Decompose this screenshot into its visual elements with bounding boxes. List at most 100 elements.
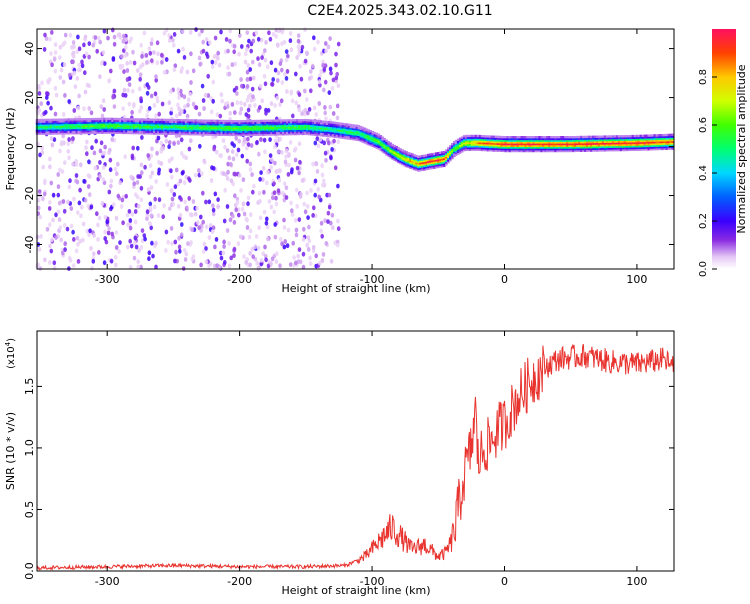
noise-speckle	[236, 147, 241, 153]
ridge-cell	[566, 144, 569, 147]
ridge-cell	[588, 147, 591, 151]
noise-speckle	[281, 27, 285, 33]
ridge-cell	[395, 149, 398, 152]
noise-speckle	[57, 217, 62, 223]
ridge-cell	[633, 146, 637, 150]
noise-speckle	[265, 180, 269, 186]
noise-speckle	[45, 91, 49, 96]
ridge-cell	[252, 130, 255, 133]
ridge-cell	[67, 123, 71, 126]
noise-speckle	[248, 103, 252, 109]
ridge-cell	[240, 132, 243, 135]
ridge-cell	[236, 133, 239, 137]
noise-speckle	[278, 236, 283, 242]
y-tick-label: 40	[23, 42, 36, 56]
noise-speckle	[286, 227, 291, 233]
ridge-cell	[200, 131, 204, 134]
noise-speckle	[229, 178, 234, 184]
ridge-cell	[576, 149, 579, 152]
ridge-cell	[453, 146, 456, 149]
noise-speckle	[119, 204, 124, 209]
noise-speckle	[197, 168, 201, 173]
snr-y-scale-label: (x104)	[4, 338, 17, 369]
noise-speckle	[177, 106, 181, 111]
noise-speckle	[298, 159, 302, 165]
ridge-cell	[214, 131, 218, 135]
ridge-cell	[637, 146, 641, 150]
noise-speckle	[200, 28, 204, 34]
noise-speckle	[294, 232, 299, 238]
ridge-cell	[429, 155, 432, 158]
ridge-cell	[431, 153, 434, 156]
ridge-cell	[629, 141, 633, 145]
ridge-cell	[574, 148, 577, 151]
ridge-cell	[186, 120, 190, 124]
ridge-cell	[61, 128, 65, 132]
noise-speckle	[336, 226, 341, 232]
noise-speckle	[71, 263, 76, 268]
ridge-cell	[470, 138, 474, 141]
ridge-cell	[534, 144, 537, 147]
ridge-cell	[500, 142, 504, 146]
ridge-cell	[550, 144, 553, 147]
ridge-cell	[329, 128, 333, 131]
ridge-cell	[625, 140, 629, 143]
ridge-cell	[462, 135, 466, 138]
ridge-cell	[401, 156, 404, 159]
ridge-cell	[494, 140, 498, 144]
noise-speckle	[330, 147, 334, 152]
ridge-cell	[168, 127, 172, 130]
ridge-cell	[307, 131, 311, 134]
ridge-cell	[421, 166, 424, 170]
noise-speckle	[211, 207, 216, 213]
ridge-cell	[524, 146, 528, 149]
ridge-cell	[39, 125, 43, 129]
ridge-cell	[476, 140, 480, 143]
ridge-cell	[411, 162, 414, 165]
ridge-cell	[550, 142, 553, 146]
ridge-cell	[260, 121, 263, 124]
ridge-cell	[476, 145, 480, 148]
ridge-cell	[502, 139, 506, 142]
ridge-cell	[302, 127, 305, 130]
ridge-cell	[433, 161, 436, 164]
ridge-cell	[407, 153, 410, 157]
ridge-cell	[214, 133, 218, 136]
ridge-cell	[506, 146, 510, 149]
ridge-cell	[623, 135, 627, 138]
noise-speckle	[186, 241, 190, 247]
ridge-cell	[462, 140, 466, 143]
ridge-cell	[43, 129, 47, 132]
ridge-cell	[451, 148, 454, 151]
noise-speckle	[61, 79, 66, 85]
ridge-cell	[73, 123, 77, 126]
ridge-cell	[294, 124, 297, 127]
noise-speckle	[237, 212, 241, 218]
ridge-cell	[218, 121, 222, 124]
ridge-cell	[596, 144, 599, 147]
ridge-cell	[59, 121, 63, 125]
ridge-cell	[514, 141, 518, 144]
ridge-cell	[246, 133, 249, 137]
ridge-cell	[363, 132, 367, 136]
ridge-cell	[609, 143, 613, 147]
noise-speckle	[114, 254, 118, 260]
ridge-cell	[371, 144, 375, 148]
ridge-cell	[89, 124, 92, 128]
ridge-cell	[464, 138, 468, 141]
ridge-cell	[365, 138, 369, 142]
noise-speckle	[323, 218, 327, 224]
noise-speckle	[87, 41, 92, 46]
ridge-cell	[77, 123, 81, 126]
ridge-cell	[166, 122, 170, 125]
ridge-cell	[137, 132, 140, 135]
noise-speckle	[297, 47, 302, 53]
noise-speckle	[216, 50, 220, 56]
noise-speckle	[127, 209, 132, 214]
ridge-cell	[61, 125, 65, 128]
ridge-cell	[409, 163, 412, 166]
noise-speckle	[45, 226, 50, 232]
ridge-cell	[145, 118, 148, 121]
ridge-cell	[278, 128, 281, 131]
noise-speckle	[164, 57, 169, 62]
